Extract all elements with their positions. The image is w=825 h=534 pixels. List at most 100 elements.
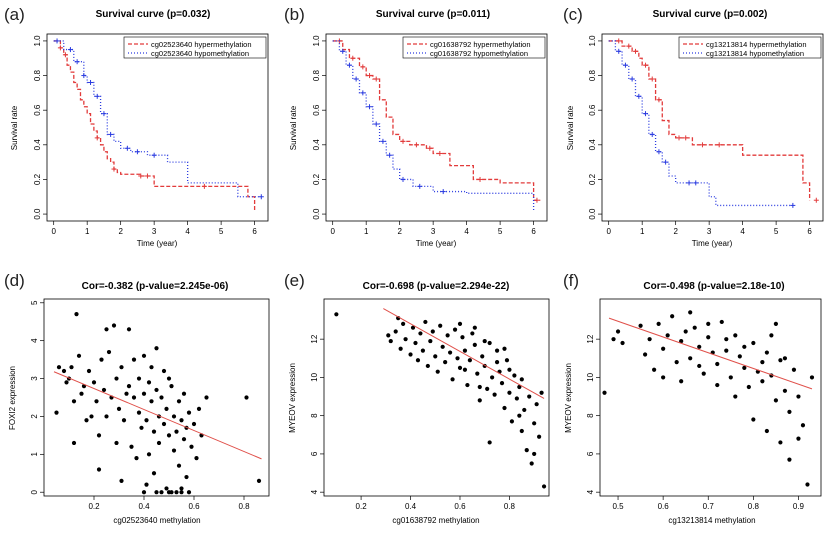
scatter-point [388, 338, 393, 344]
censor-mark [57, 45, 63, 51]
scatter-point [679, 338, 684, 344]
legend-box-c [678, 36, 822, 59]
scatter-point [161, 421, 167, 427]
curves-c [608, 38, 819, 208]
scatter-point [61, 368, 67, 374]
y-axis-label-d: FOXI2 expression [8, 366, 17, 430]
x-axis-label-b: Time (year) [416, 239, 457, 248]
survival-curve-hyper [332, 40, 541, 201]
scatter-point [665, 333, 670, 338]
scatter-point [71, 399, 77, 404]
legend-box-b [402, 36, 546, 59]
censor-mark [62, 52, 68, 58]
x-tick-label: 0 [51, 227, 56, 236]
scatter-point [733, 333, 738, 338]
scatter-point [54, 410, 59, 415]
scatter-point [154, 490, 159, 495]
censor-mark [151, 152, 157, 158]
censor-mark [81, 73, 87, 79]
scatter-point [425, 363, 430, 369]
scatter-point [527, 394, 532, 399]
scatter-point [179, 486, 184, 491]
scatter-point [751, 340, 756, 346]
scatter-point [519, 428, 524, 434]
scatter-point [809, 375, 815, 380]
scatter-point [494, 360, 500, 365]
scatter-point [787, 457, 792, 462]
censor-mark [134, 149, 140, 155]
censor-mark [340, 48, 346, 54]
scatter-point [470, 331, 475, 336]
scatter-point [701, 371, 706, 376]
scatter-point [398, 346, 403, 351]
y-ticks-d: 0 1 2 3 4 5 [30, 300, 44, 494]
censor-mark [427, 145, 433, 151]
x-ticks-e: 0.2 0.4 0.6 0.8 [356, 496, 516, 511]
scatter-point [104, 327, 109, 332]
scatter-point [189, 444, 194, 449]
censor-mark [440, 189, 446, 195]
censor-mark [111, 166, 117, 172]
y-tick-label: 8 [310, 413, 319, 418]
scatter-point [472, 342, 477, 348]
y-axis-label-a: Survival rate [10, 105, 19, 150]
chart-title-c: Survival curve (p=0.002) [653, 9, 768, 20]
scatter-point [141, 391, 147, 396]
scatter-point [746, 384, 751, 390]
censor-mark [643, 111, 649, 117]
censor-mark [656, 149, 662, 155]
censor-mark [663, 159, 669, 165]
y-tick-label: 6 [310, 451, 319, 456]
y-tick-label: 1.0 [33, 35, 42, 47]
scatter-point [620, 340, 625, 346]
scatter-point [96, 433, 102, 438]
censor-mark [94, 135, 100, 141]
scatter-point [134, 456, 139, 461]
scatter-point [465, 382, 470, 388]
scatter-point [679, 379, 684, 384]
x-tick-label: 4 [740, 227, 745, 236]
scatter-point [423, 319, 428, 325]
scatter-point [760, 360, 765, 365]
scatter-point [403, 337, 408, 342]
censor-mark [367, 104, 373, 110]
scatter-point [440, 344, 445, 349]
scatter-point [169, 384, 174, 389]
scatter-point [733, 394, 738, 399]
censor-mark [649, 131, 655, 137]
scatter-point [800, 423, 806, 428]
censor-mark [350, 55, 356, 61]
scatter-point [480, 354, 485, 359]
scatter-point [683, 329, 688, 334]
x-tick-label: 0 [606, 227, 611, 236]
scatter-point [692, 325, 697, 330]
scatter-point [164, 406, 169, 411]
scatter-point [181, 391, 187, 396]
scatter-point [179, 490, 184, 495]
legend-label-hyper-c: cg13213814 hypermethylation [706, 40, 807, 49]
censor-mark [686, 180, 692, 186]
y-tick-label: 12 [586, 334, 595, 343]
censor-mark [88, 79, 94, 85]
scatter-point [670, 314, 675, 319]
scatter-point [166, 433, 172, 438]
scatter-point [532, 451, 537, 457]
plot-frame-f [599, 298, 822, 497]
x-tick-label: 0.7 [703, 502, 715, 511]
censor-mark [74, 59, 80, 65]
x-tick-label: 2 [673, 227, 678, 236]
scatter-point [490, 375, 495, 380]
censor-mark [437, 150, 443, 156]
plot-frame-a [46, 33, 269, 222]
scatter-point [86, 368, 92, 374]
x-tick-label: 4 [464, 227, 469, 236]
censor-mark [353, 76, 359, 82]
scatter-point [611, 337, 616, 342]
scatter-point [482, 338, 487, 344]
scatter-point [447, 350, 453, 355]
scatter-point [502, 346, 507, 351]
regression-line [608, 317, 813, 390]
scatter-point [99, 357, 104, 362]
scatter-point [751, 417, 756, 422]
